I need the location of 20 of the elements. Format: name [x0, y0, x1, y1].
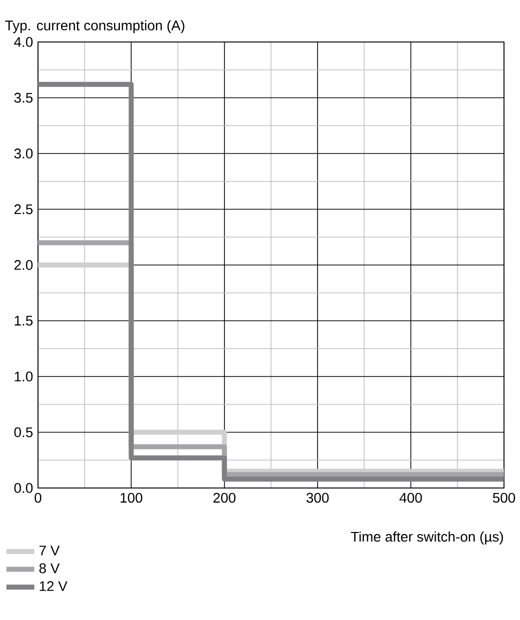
x-tick-label: 100 [120, 492, 142, 503]
legend-label: 8 V [39, 563, 60, 574]
y-tick-label: 4.0 [14, 37, 33, 47]
x-tick-label: 200 [213, 492, 236, 503]
x-tick-label: 500 [492, 492, 516, 503]
x-axis-title: Time after switch-on (µs) [350, 531, 503, 544]
y-tick-label: 1.0 [14, 372, 33, 382]
x-tick-label: 400 [399, 492, 422, 503]
x-tick-label: 0 [34, 492, 42, 503]
y-tick-label: 0.0 [14, 483, 33, 493]
y-tick-label: 2.5 [14, 204, 33, 214]
y-tick-label: 1.5 [14, 316, 33, 326]
y-tick-label: 3.5 [14, 92, 33, 103]
y-tick-label: 3.0 [14, 148, 33, 158]
y-tick-label: 2.0 [14, 260, 33, 270]
legend-label: 7 V [39, 546, 60, 556]
y-axis-title: Typ. current consumption (A) [5, 20, 184, 34]
y-tick-label: 0.5 [14, 427, 33, 438]
legend-label: 12 V [40, 581, 68, 591]
x-tick-label: 300 [306, 492, 329, 503]
